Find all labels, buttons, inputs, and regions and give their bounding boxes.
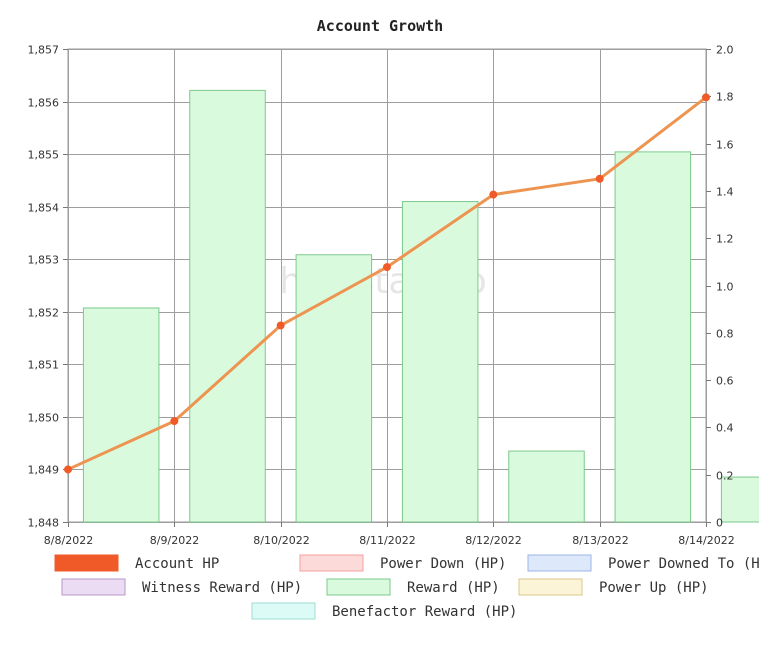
- y-right-tick-label: 0.6: [716, 375, 734, 388]
- y-left-tick-label: 1,854: [28, 202, 60, 215]
- legend-label: Power Downed To (HP): [608, 556, 759, 572]
- reward-bar: [82, 307, 160, 523]
- x-tick-label: 8/9/2022: [150, 534, 199, 547]
- y-left-tick-label: 1,856: [28, 97, 60, 110]
- reward-bar: [189, 89, 266, 523]
- axes: 1,848 1,849 1,850 1,851 1,852 1,853 1,854 1,855…: [28, 44, 735, 548]
- y-left-tick-label: 1,850: [28, 412, 60, 425]
- x-tick-label: 8/12/2022: [465, 534, 521, 547]
- account-hp-point: [64, 465, 72, 474]
- account-hp-point: [383, 263, 391, 272]
- y-left-tick-label: 1,853: [28, 254, 60, 267]
- legend-label: Power Down (HP): [380, 556, 506, 572]
- y-right-tick-label: 1.6: [716, 139, 734, 152]
- y-right-tick-label: 1.4: [716, 186, 734, 199]
- reward-bar: [401, 201, 479, 523]
- x-tick-label: 8/10/2022: [253, 534, 309, 547]
- x-tick-label: 8/14/2022: [678, 534, 734, 547]
- y-left-tick-label: 1,855: [28, 149, 60, 162]
- account-hp-point: [170, 417, 179, 426]
- legend-swatch: [527, 554, 592, 572]
- y-right-tick-label: 1.0: [716, 281, 734, 294]
- account-hp-point: [489, 190, 498, 199]
- x-tick-label: 8/8/2022: [44, 534, 93, 547]
- y-left-tick-label: 1,848: [28, 517, 60, 530]
- x-tick-label: 8/11/2022: [359, 534, 415, 547]
- y-right-tick-label: 1.8: [716, 91, 734, 104]
- y-left-tick-label: 1,849: [28, 464, 60, 477]
- legend-label: Reward (HP): [407, 580, 500, 596]
- y-left-tick-label: 1,857: [28, 44, 60, 57]
- legend-label: Benefactor Reward (HP): [332, 604, 517, 620]
- y-right-tick-label: 0.4: [716, 422, 734, 435]
- legend-swatch: [518, 578, 583, 596]
- chart-title: Account Growth: [317, 17, 443, 35]
- reward-bar: [720, 476, 759, 523]
- y-left-tick-label: 1,852: [28, 307, 60, 320]
- y-left-tick-label: 1,851: [28, 359, 60, 372]
- account-hp-line: [64, 93, 710, 474]
- account-hp-point: [595, 174, 604, 183]
- reward-bar: [614, 151, 692, 523]
- account-hp-point: [276, 321, 285, 330]
- legend-label: Account HP: [135, 556, 219, 572]
- x-tick-label: 8/13/2022: [572, 534, 628, 547]
- y-right-tick-label: 0.8: [716, 328, 734, 341]
- legend-swatch: [326, 578, 391, 596]
- reward-bar: [508, 450, 585, 523]
- y-right-tick-label: 2.0: [716, 44, 734, 57]
- y-right-tick-label: 1.2: [716, 233, 734, 246]
- legend-swatch: [251, 602, 316, 620]
- y-right-tick-label: 0.2: [716, 470, 734, 483]
- legend-label: Power Up (HP): [599, 580, 709, 596]
- grid: [67, 48, 707, 523]
- legend-label: Witness Reward (HP): [142, 580, 302, 596]
- legend-swatch: [299, 554, 364, 572]
- reward-bar: [295, 254, 373, 523]
- legend: Account HP Power Down (HP) Power Downed To…: [54, 554, 759, 620]
- legend-swatch: [54, 554, 119, 572]
- reward-bars: [82, 89, 759, 523]
- account-hp-point: [702, 93, 710, 102]
- legend-swatch: [61, 578, 126, 596]
- y-right-tick-label: 0: [716, 517, 723, 530]
